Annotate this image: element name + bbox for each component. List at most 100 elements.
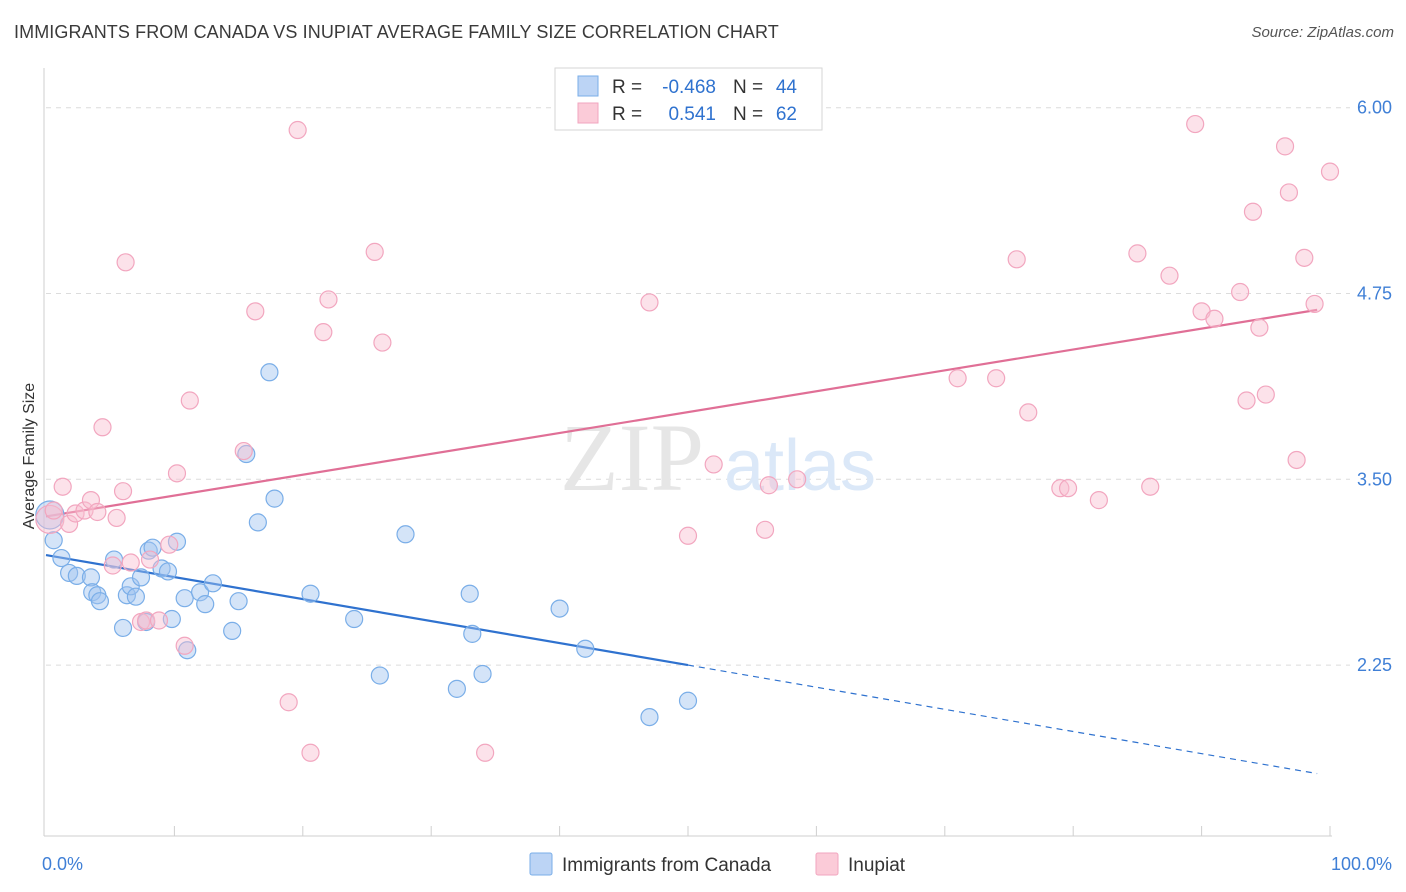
canada-point (370, 666, 389, 685)
inupiat-point (1051, 479, 1070, 498)
y-tick-labels: 2.25 3.50 4.75 6.00 (1357, 98, 1392, 675)
inupiat-point (987, 369, 1006, 388)
inupiat-point (704, 455, 723, 474)
canada-point (237, 444, 256, 464)
inupiat-point (1231, 282, 1250, 302)
inupiat-point (1141, 477, 1160, 496)
inupiat-point (1205, 309, 1224, 328)
x-tick-labels: 0.0% 100.0% (42, 854, 1392, 874)
inupiat-point (319, 290, 338, 309)
inupiat-point (160, 535, 179, 554)
inupiat-point (1287, 450, 1306, 470)
legend-item-canada[interactable]: Immigrants from Canada (529, 852, 772, 876)
canada-point (447, 679, 466, 698)
canada-point (248, 513, 267, 532)
legend-item-inupiat[interactable]: Inupiat (815, 852, 906, 876)
canada-point (678, 691, 698, 710)
canada-point (473, 664, 492, 684)
canada-point (44, 531, 63, 550)
inupiat-point (53, 477, 72, 496)
stats-n-label: N = (733, 77, 763, 98)
canada-point (175, 589, 194, 608)
inupiat-point (1250, 318, 1269, 337)
y-tick-label: 4.75 (1357, 284, 1392, 304)
inupiat-point (1243, 202, 1263, 221)
inupiat-point (1160, 266, 1179, 285)
grid-lines (46, 107, 1350, 666)
inupiat-point (759, 476, 778, 495)
inupiat-point (167, 464, 187, 483)
canada-point (576, 639, 595, 658)
legend-swatch (815, 852, 839, 876)
inupiat-point (180, 391, 199, 410)
inupiat-point (35, 504, 65, 535)
inupiat-point (1320, 162, 1340, 181)
legend-label: Immigrants from Canada (562, 855, 772, 876)
chart-title: IMMIGRANTS FROM CANADA VS INUPIAT AVERAG… (14, 22, 779, 42)
canada-point (52, 548, 71, 568)
legend: Immigrants from Canada Inupiat (529, 852, 906, 876)
inupiat-point (1019, 403, 1038, 422)
inupiat-point (1186, 114, 1205, 134)
inupiat-point (1279, 183, 1299, 202)
stats-n-value: 62 (776, 104, 797, 125)
stats-box: R = -0.468 N = 44 R = 0.541 N = 62 (554, 67, 823, 131)
inupiat-point (288, 120, 307, 140)
axes (43, 68, 1332, 837)
inupiat-point (149, 611, 169, 630)
y-tick-label: 6.00 (1357, 98, 1392, 118)
canada-point (203, 574, 223, 593)
inupiat-point (113, 482, 133, 501)
inupiat-point (88, 502, 107, 522)
inupiat-point (279, 693, 298, 712)
inupiat-point (140, 550, 160, 569)
canada-point (260, 363, 279, 382)
inupiat-point (301, 743, 320, 762)
inupiat-point (1305, 294, 1324, 314)
canada-point (265, 489, 284, 508)
stats-box-frame (554, 67, 823, 131)
watermark-zip: ZIP (560, 404, 704, 511)
inupiat-point (246, 302, 265, 321)
x-tick-label: 0.0% (42, 854, 83, 874)
inupiat-point (103, 556, 122, 575)
inupiat-point (175, 636, 194, 655)
legend-label: Inupiat (848, 855, 906, 876)
y-axis-label: Average Family Size (21, 383, 38, 530)
stats-swatch (577, 102, 599, 124)
x-tick-label: 100.0% (1331, 854, 1392, 874)
canada-point (90, 592, 110, 611)
inupiat-point (640, 293, 659, 312)
canada-point (301, 584, 320, 603)
canada-trend-line (45, 554, 689, 667)
canada-point (35, 500, 65, 530)
inupiat-point (788, 470, 807, 489)
canada-point (113, 618, 133, 638)
inupiat-point (1295, 248, 1314, 267)
canada-point (460, 584, 479, 603)
inupiat-point (373, 333, 392, 352)
stats-n-label: N = (733, 104, 763, 125)
inupiat-point (1007, 250, 1026, 269)
inupiat-point (1275, 137, 1295, 156)
inupiat-point (476, 743, 495, 762)
inupiat-point (1128, 244, 1147, 263)
canada-point (126, 587, 145, 606)
inupiat-point (314, 323, 333, 342)
canada-point (67, 566, 86, 586)
inupiat-point (1256, 385, 1275, 404)
watermark-atlas: atlas (724, 426, 876, 506)
legend-swatch (529, 852, 553, 876)
stats-r-label: R = (612, 104, 642, 125)
inupiat-point (60, 514, 79, 533)
inupiat-point (44, 501, 63, 520)
y-tick-label: 3.50 (1357, 469, 1392, 489)
canada-point (190, 583, 210, 602)
canada-point (640, 707, 659, 727)
trend-lines (45, 308, 1318, 775)
inupiat-point (1089, 491, 1108, 510)
stats-r-value: 0.541 (668, 104, 716, 125)
inupiat-point (137, 611, 156, 630)
stats-r-label: R = (612, 77, 642, 98)
